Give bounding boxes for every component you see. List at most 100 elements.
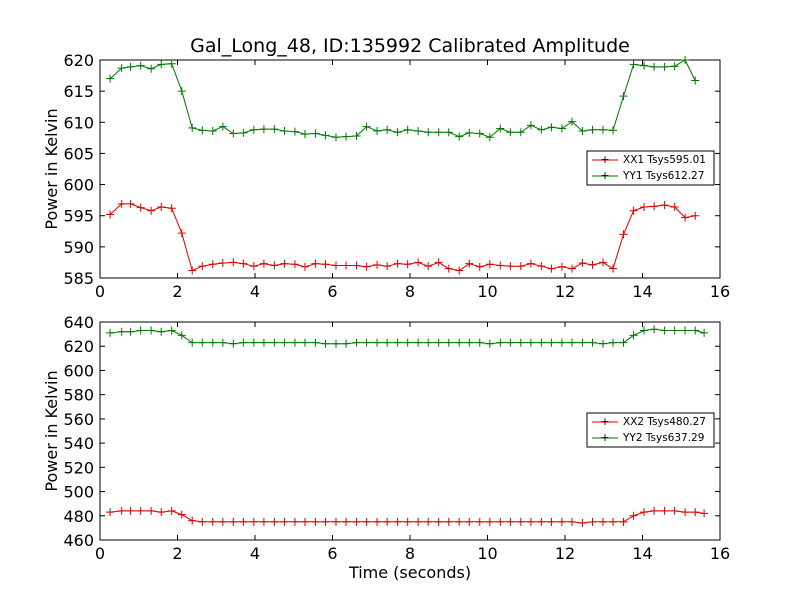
- bottom-data-point-1: [496, 517, 505, 526]
- top-data-point-2: [557, 124, 566, 133]
- bottom-x-tick-label: 10: [477, 544, 497, 563]
- top-data-point-1: [403, 260, 412, 269]
- top-data-point-1: [424, 262, 433, 271]
- bottom-data-point-1: [444, 517, 453, 526]
- top-data-point-2: [383, 125, 392, 134]
- top-data-point-2: [167, 59, 176, 68]
- bottom-data-point-2: [403, 338, 412, 347]
- top-data-point-2: [117, 64, 126, 73]
- top-series-line-2: [109, 59, 696, 138]
- bottom-data-point-1: [516, 517, 525, 526]
- top-data-point-2: [321, 131, 330, 140]
- top-data-point-2: [331, 133, 340, 142]
- top-x-tick-label: 16: [710, 282, 730, 301]
- top-data-point-1: [506, 262, 515, 271]
- top-data-point-1: [342, 261, 351, 270]
- bottom-data-point-2: [598, 339, 607, 348]
- bottom-data-point-1: [321, 517, 330, 526]
- top-data-point-2: [547, 123, 556, 132]
- top-data-point-1: [660, 201, 669, 210]
- top-y-tick-label: 595: [63, 207, 94, 226]
- top-data-point-2: [650, 62, 659, 71]
- bottom-data-point-2: [280, 338, 289, 347]
- top-data-point-1: [455, 266, 464, 275]
- bottom-data-point-1: [208, 517, 217, 526]
- bottom-data-point-1: [588, 517, 597, 526]
- bottom-data-point-1: [691, 508, 700, 517]
- bottom-x-tick-label: 6: [327, 544, 337, 563]
- top-data-point-1: [208, 260, 217, 269]
- top-data-point-2: [362, 122, 371, 131]
- bottom-data-point-1: [660, 506, 669, 515]
- top-data-point-1: [557, 262, 566, 271]
- bottom-legend-plus-xx2: +: [600, 415, 609, 428]
- bottom-data-point-1: [270, 517, 279, 526]
- top-data-point-2: [619, 92, 628, 101]
- top-data-point-1: [588, 260, 597, 269]
- top-legend-plus-yy1: +: [600, 169, 609, 182]
- bottom-legend-label-xx2: XX2 Tsys480.27: [623, 416, 706, 428]
- top-data-point-2: [147, 64, 156, 73]
- top-legend-label-xx1: XX1 Tsys595.01: [623, 154, 706, 166]
- bottom-data-point-2: [629, 331, 638, 340]
- top-data-point-2: [424, 128, 433, 137]
- top-data-point-1: [547, 264, 556, 273]
- top-data-point-1: [434, 258, 443, 267]
- top-data-point-1: [373, 260, 382, 269]
- top-data-point-1: [300, 262, 309, 271]
- top-data-point-2: [455, 132, 464, 141]
- top-data-point-2: [640, 61, 649, 70]
- top-data-point-1: [629, 206, 638, 215]
- bottom-legend: + XX2 Tsys480.27 + YY2 Tsys637.29: [586, 412, 715, 448]
- bottom-data-point-2: [290, 338, 299, 347]
- top-data-point-2: [526, 121, 535, 130]
- bottom-legend-box: [586, 412, 715, 448]
- bottom-data-point-1: [136, 506, 145, 515]
- bottom-y-tick-label: 500: [63, 483, 94, 502]
- top-data-point-2: [506, 128, 515, 137]
- top-data-point-1: [352, 261, 361, 270]
- bottom-data-point-2: [393, 338, 402, 347]
- bottom-data-point-1: [177, 510, 186, 519]
- bottom-x-tick-label: 2: [172, 544, 182, 563]
- bottom-data-point-2: [157, 327, 166, 336]
- bottom-data-point-2: [465, 338, 474, 347]
- bottom-data-point-2: [136, 326, 145, 335]
- bottom-data-point-1: [629, 511, 638, 520]
- top-data-point-1: [383, 262, 392, 271]
- top-x-tick-label: 6: [327, 282, 337, 301]
- top-data-point-2: [249, 125, 258, 134]
- bottom-data-point-2: [700, 328, 709, 337]
- top-y-tick-label: 585: [63, 269, 94, 288]
- bottom-data-point-2: [567, 338, 576, 347]
- bottom-data-point-2: [106, 328, 115, 337]
- bottom-data-point-2: [126, 327, 135, 336]
- bottom-data-point-2: [342, 339, 351, 348]
- bottom-data-point-2: [352, 338, 361, 347]
- bottom-series-layer: [106, 325, 709, 528]
- bottom-data-point-1: [147, 506, 156, 515]
- top-data-point-1: [578, 259, 587, 268]
- bottom-x-tick-label: 8: [405, 544, 415, 563]
- bottom-data-point-1: [188, 516, 197, 525]
- bottom-data-point-1: [619, 517, 628, 526]
- top-data-point-2: [660, 62, 669, 71]
- top-data-point-2: [670, 62, 679, 71]
- bottom-data-point-2: [300, 338, 309, 347]
- bottom-data-point-2: [537, 338, 546, 347]
- top-data-point-1: [259, 259, 268, 268]
- top-data-point-1: [117, 199, 126, 208]
- top-x-tick-label: 2: [172, 282, 182, 301]
- top-data-point-1: [650, 202, 659, 211]
- top-data-point-2: [311, 129, 320, 138]
- bottom-data-point-1: [424, 517, 433, 526]
- top-data-point-1: [167, 204, 176, 213]
- bottom-data-point-2: [475, 338, 484, 347]
- bottom-data-point-1: [290, 517, 299, 526]
- bottom-x-tick-label: 14: [632, 544, 652, 563]
- bottom-data-point-2: [249, 338, 258, 347]
- top-data-point-1: [249, 262, 258, 271]
- bottom-data-point-1: [352, 517, 361, 526]
- top-data-point-1: [229, 258, 238, 267]
- top-data-point-1: [640, 202, 649, 211]
